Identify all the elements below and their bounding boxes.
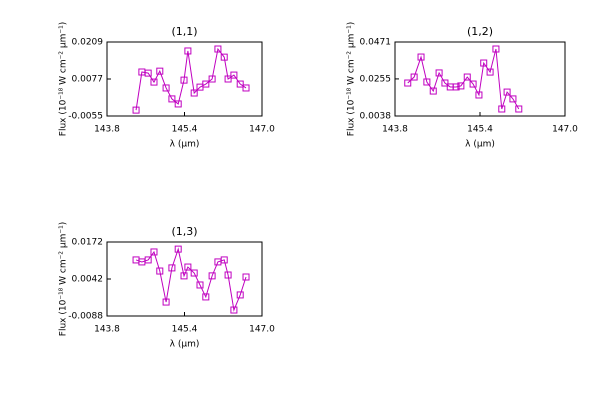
data-point: [190, 269, 198, 277]
y-tick-label: 0.0038: [360, 112, 392, 122]
x-axis-label: λ (μm): [465, 140, 495, 150]
data-point: [190, 89, 198, 97]
panel: (1,1) λ (μm) Flux (10⁻¹⁸ W cm⁻² μm⁻¹) 143.8…: [59, 22, 276, 150]
panel-title: (1,3): [171, 225, 197, 238]
x-tick-label: 145.4: [172, 125, 198, 135]
data-point: [509, 95, 517, 103]
x-tick-label: 143.8: [94, 125, 120, 135]
data-point: [156, 67, 164, 75]
data-point: [417, 53, 425, 61]
y-tick-label: -0.0055: [68, 112, 103, 122]
y-tick-label: 0.0042: [72, 275, 104, 285]
data-point: [180, 76, 188, 84]
y-axis-label: Flux (10⁻¹⁸ W cm⁻² μm⁻¹): [59, 222, 69, 336]
y-axis-label: Flux (10⁻¹⁸ W cm⁻² μm⁻¹): [347, 22, 357, 136]
data-point: [224, 75, 232, 83]
panel-title: (1,2): [467, 25, 493, 38]
data-point: [236, 291, 244, 299]
x-tick-label: 145.4: [467, 125, 493, 135]
data-point: [463, 73, 471, 81]
y-tick-label: 0.0172: [72, 238, 104, 248]
data-point: [220, 53, 228, 61]
x-tick-label: 147.0: [249, 125, 275, 135]
data-point: [492, 45, 500, 53]
data-point: [452, 83, 460, 91]
data-point: [242, 273, 250, 281]
data-point: [174, 245, 182, 253]
data-point: [423, 78, 431, 86]
data-point: [144, 256, 152, 264]
data-point: [224, 271, 232, 279]
data-point: [150, 78, 158, 86]
data-point: [156, 267, 164, 275]
data-point: [441, 79, 449, 87]
data-line: [135, 247, 247, 312]
data-point: [168, 95, 176, 103]
panel-title: (1,1): [171, 25, 197, 38]
data-point: [404, 79, 412, 87]
data-point: [132, 106, 140, 114]
x-tick-label: 143.8: [382, 125, 408, 135]
data-point: [230, 71, 238, 79]
data-point: [503, 88, 511, 96]
y-tick-label: -0.0088: [68, 312, 103, 322]
data-point: [162, 84, 170, 92]
data-point: [429, 87, 437, 95]
x-axis-label: λ (μm): [170, 140, 200, 150]
x-tick-label: 147.0: [249, 325, 275, 335]
data-point: [208, 75, 216, 83]
y-tick-label: 0.0209: [72, 38, 104, 48]
data-point: [410, 73, 418, 81]
data-point: [498, 105, 506, 113]
plot-frame: [394, 41, 566, 117]
x-tick-label: 143.8: [94, 325, 120, 335]
y-tick-label: 0.0077: [72, 75, 104, 85]
data-point: [480, 59, 488, 67]
data-point: [174, 100, 182, 108]
data-point: [208, 272, 216, 280]
y-tick-label: 0.0471: [360, 38, 392, 48]
y-axis-label: Flux (10⁻¹⁸ W cm⁻² μm⁻¹): [59, 22, 69, 136]
data-point: [144, 69, 152, 77]
data-point: [457, 82, 465, 90]
data-point: [236, 80, 244, 88]
x-tick-label: 145.4: [172, 325, 198, 335]
data-point: [230, 306, 238, 314]
data-point: [180, 272, 188, 280]
data-point: [162, 298, 170, 306]
data-point: [220, 256, 228, 264]
data-point: [150, 248, 158, 256]
data-point: [515, 105, 523, 113]
data-point: [202, 80, 210, 88]
data-point: [475, 91, 483, 99]
panel: (1,2) λ (μm) Flux (10⁻¹⁸ W cm⁻² μm⁻¹) 143.8…: [347, 22, 579, 150]
panel: (1,3) λ (μm) Flux (10⁻¹⁸ W cm⁻² μm⁻¹) 143.8…: [59, 222, 276, 350]
x-axis-label: λ (μm): [170, 340, 200, 350]
data-point: [486, 68, 494, 76]
data-point: [168, 264, 176, 272]
data-point: [184, 47, 192, 55]
data-line: [407, 48, 520, 110]
data-point: [184, 263, 192, 271]
data-point: [242, 84, 250, 92]
data-point: [469, 80, 477, 88]
data-point: [214, 45, 222, 53]
data-point: [202, 293, 210, 301]
data-point: [196, 281, 204, 289]
data-point: [435, 69, 443, 77]
y-tick-label: 0.0255: [360, 74, 392, 84]
data-line: [135, 47, 247, 111]
x-tick-label: 147.0: [552, 125, 578, 135]
